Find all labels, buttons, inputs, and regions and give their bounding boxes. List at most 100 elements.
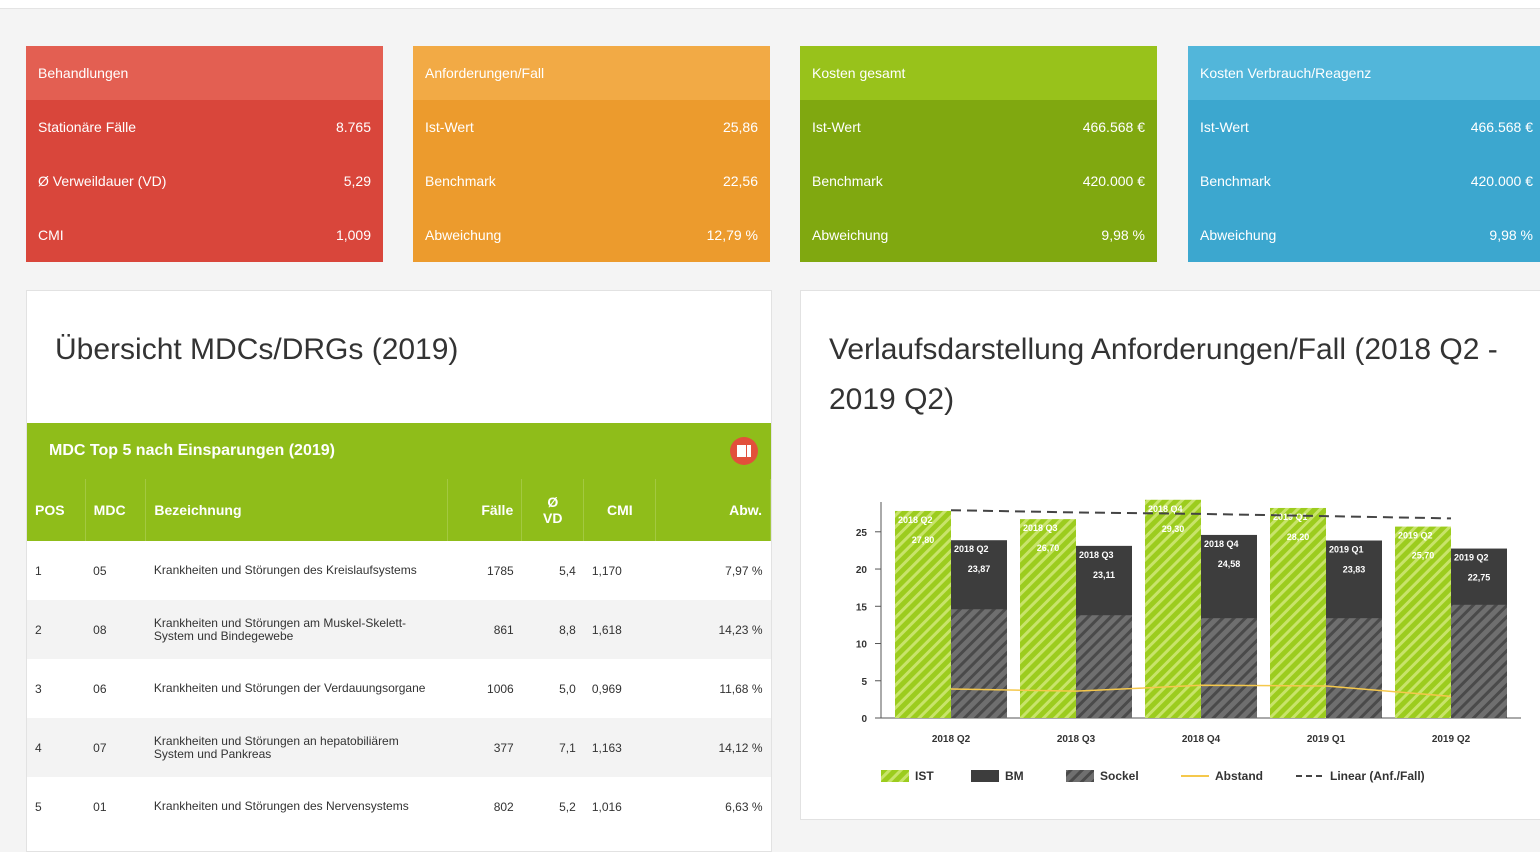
column-header: Bezeichnung [145, 479, 449, 541]
bar-value-label: 27,80 [912, 535, 935, 545]
kpi-value: 9,98 % [1101, 227, 1145, 243]
kpi-row: Ist-Wert 466.568 € [800, 100, 1157, 154]
table-cell: 1 [35, 563, 42, 578]
chart: 0510152025Anforderungen/Fall2018 Q227,80… [856, 499, 1521, 783]
kpi-value: 9,98 % [1489, 227, 1533, 243]
kpi-card: Kosten gesamt Ist-Wert 466.568 € Benchmark 4… [800, 46, 1157, 262]
bar-category-label: 2018 Q4 [1204, 539, 1239, 549]
table-cell: 861 [447, 600, 522, 659]
kpi-row: CMI 1,009 [26, 208, 383, 262]
line-series [950, 509, 1452, 520]
kpi-row: Abweichung 9,98 % [800, 208, 1157, 262]
y-tick-label: 25 [856, 528, 868, 539]
table-cell: 5 [35, 799, 42, 814]
kpi-row: Ist-Wert 466.568 € [1188, 100, 1540, 154]
table-cell: 6,63 % [725, 799, 763, 814]
x-tick-label: 2019 Q1 [1307, 734, 1346, 745]
legend-swatch [971, 770, 999, 782]
table-cell: 0,969 [591, 681, 622, 696]
kpi-card: Behandlungen Stationäre Fälle 8.765 Ø Verwe… [26, 46, 383, 262]
table-cell: Krankheiten und Störungen der Verdauungs… [153, 681, 426, 695]
legend-swatch [881, 770, 909, 782]
bar-value-label: 29,30 [1162, 524, 1185, 534]
table-cell: 1785 [487, 563, 514, 578]
kpi-row: Stationäre Fälle 8.765 [26, 100, 383, 154]
table-cell: 1006 [487, 681, 514, 696]
bar-category-label: 2018 Q2 [954, 544, 989, 554]
bar-value-label: 22,75 [1468, 573, 1491, 583]
mdc-table: POS MDC Bezeichnung Fälle Ø VD CMI Abw. 1 05 Kran… [27, 479, 771, 836]
kpi-label: Ist-Wert [425, 119, 474, 135]
column-header: Abw. [655, 479, 771, 541]
table-title: MDC Top 5 nach Einsparungen (2019) [49, 442, 335, 459]
panel-title: Übersicht MDCs/DRGs (2019) [55, 333, 459, 366]
table-cell: 14,12 % [655, 718, 771, 777]
kpi-label: Ist-Wert [812, 119, 861, 135]
table-cell: 5,0 [559, 681, 576, 696]
bar-category-label: 2019 Q1 [1273, 512, 1308, 522]
table-cell: 2 [27, 600, 86, 659]
kpi-label: Abweichung [425, 227, 502, 243]
table-row: 2 08 Krankheiten und Störungen am Muskel-S… [27, 600, 771, 659]
kpi-row: Benchmark 22,56 [413, 154, 770, 208]
y-tick-label: 20 [856, 565, 868, 576]
kpi-row: Ø Verweildauer (VD) 5,29 [26, 154, 383, 208]
bar-value-label: 23,87 [968, 564, 991, 574]
table-cell: 5,4 [559, 563, 576, 578]
x-tick-label: 2018 Q2 [932, 734, 971, 745]
bar-value-label: 26,70 [1037, 543, 1060, 553]
table-cell: Krankheiten und Störungen an hepatobiliä… [145, 718, 448, 777]
bar [951, 609, 1007, 718]
bar-category-label: 2018 Q3 [1023, 523, 1058, 533]
table-panel: Übersicht MDCs/DRGs (2019) MDC Top 5 nac… [26, 290, 772, 852]
table-row: 4 07 Krankheiten und Störungen an hepatobi… [27, 718, 771, 777]
kpi-label: Ø Verweildauer (VD) [38, 173, 167, 189]
kpi-row: Abweichung 9,98 % [1188, 208, 1540, 262]
bar-value-label: 23,83 [1343, 565, 1366, 575]
kpi-card-title: Kosten gesamt [800, 46, 1157, 100]
kpi-label: Benchmark [425, 173, 496, 189]
bar [895, 510, 951, 718]
column-header: POS [27, 479, 86, 541]
table-row: 5 01 Krankheiten und Störungen des Nervens… [27, 777, 771, 836]
kpi-value: 8.765 [335, 119, 371, 135]
bar-value-label: 25,70 [1412, 551, 1435, 561]
kpi-value: 1,009 [335, 227, 371, 243]
x-tick-label: 2019 Q2 [1432, 734, 1471, 745]
export-icon[interactable] [729, 436, 759, 466]
kpi-value: 5,29 [343, 173, 371, 189]
table-cell: 14,23 % [655, 600, 771, 659]
kpi-value: 466.568 € [1082, 119, 1145, 135]
legend-label: BM [1005, 769, 1024, 783]
table-cell: Krankheiten und Störungen des Kreislaufs… [153, 563, 417, 577]
kpi-label: Abweichung [1200, 227, 1277, 243]
kpi-value: 25,86 [722, 119, 758, 135]
table-cell: 8,8 [521, 600, 584, 659]
x-tick-label: 2018 Q4 [1182, 734, 1221, 745]
legend-label: Abstand [1215, 769, 1263, 783]
bar [1270, 507, 1326, 718]
bar [1076, 615, 1132, 718]
bar [1201, 618, 1257, 718]
kpi-label: Benchmark [1200, 173, 1271, 189]
table-cell: 7,1 [521, 718, 584, 777]
kpi-row: Abweichung 12,79 % [413, 208, 770, 262]
y-tick-label: 15 [856, 602, 868, 613]
table-cell: 07 [85, 718, 146, 777]
bar-value-label: 24,58 [1218, 559, 1241, 569]
kpi-row: Benchmark 420.000 € [800, 154, 1157, 208]
bar-category-label: 2018 Q4 [1148, 504, 1183, 514]
bar-category-label: 2019 Q2 [1454, 553, 1489, 563]
bar [1395, 526, 1451, 718]
x-tick-label: 2018 Q3 [1057, 734, 1096, 745]
table-cell: 4 [27, 718, 86, 777]
table-cell: 5,2 [559, 799, 576, 814]
table-cell: 377 [447, 718, 522, 777]
kpi-value: 466.568 € [1470, 119, 1533, 135]
kpi-value: 420.000 € [1470, 173, 1533, 189]
y-tick-label: 0 [861, 714, 867, 725]
table-cell: Krankheiten und Störungen des Nervensyst… [153, 799, 409, 813]
table-cell: 1,163 [583, 718, 656, 777]
table-cell: 7,97 % [725, 563, 763, 578]
